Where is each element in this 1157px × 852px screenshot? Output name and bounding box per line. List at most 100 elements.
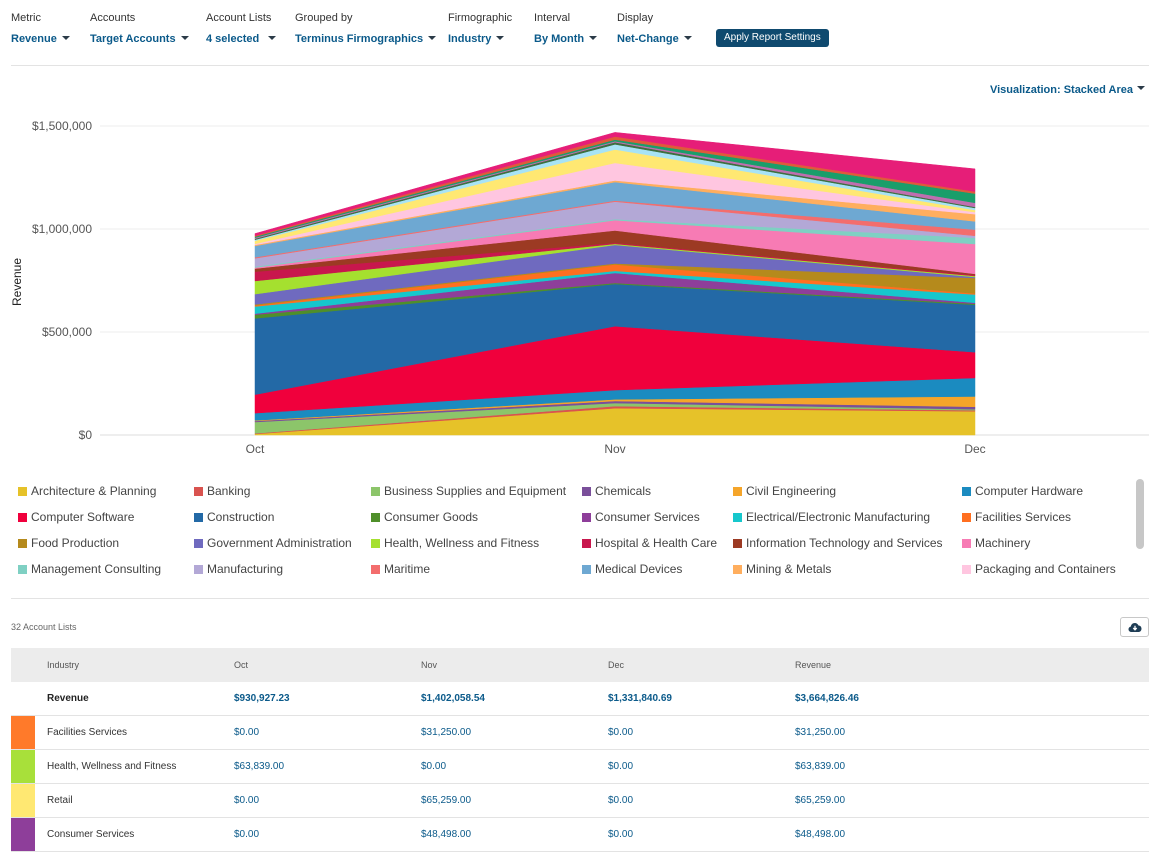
table-row[interactable]: Health, Wellness and Fitness $63,839.00 … [11, 750, 1149, 784]
row-total-value[interactable]: $65,259.00 [795, 795, 846, 806]
legend-swatch [194, 538, 203, 548]
legend-item[interactable]: Mining & Metals [733, 561, 962, 577]
legend-label: Management Consulting [31, 562, 162, 576]
row-nov-value[interactable]: $0.00 [421, 761, 447, 772]
filter-value: Net-Change [617, 33, 679, 45]
table-row[interactable]: Retail $0.00 $65,259.00 $0.00 $65,259.00 [11, 784, 1149, 818]
legend-item[interactable]: Architecture & Planning [18, 483, 194, 499]
row-oct-value[interactable]: $63,839.00 [234, 761, 285, 772]
row-oct-value[interactable]: $0.00 [234, 795, 260, 806]
legend-swatch [962, 512, 971, 522]
row-oct-value[interactable]: $0.00 [234, 727, 260, 738]
legend-item[interactable]: Hospital & Health Care [582, 535, 733, 551]
column-header-oct[interactable]: Oct [234, 660, 249, 670]
legend-item[interactable]: Consumer Goods [371, 509, 582, 525]
total-oct: $930,927.23 [234, 693, 290, 704]
column-header-revenue[interactable]: Revenue [795, 660, 832, 670]
legend-item[interactable]: Business Supplies and Equipment [371, 483, 582, 499]
table-row[interactable]: Facilities Services $0.00 $31,250.00 $0.… [11, 716, 1149, 750]
firmographic-dropdown[interactable]: Industry [448, 33, 505, 45]
legend-label: Hospital & Health Care [595, 536, 718, 550]
legend-label: Computer Hardware [975, 484, 1084, 498]
legend-item[interactable]: Facilities Services [962, 509, 1128, 525]
row-industry: Retail [47, 795, 73, 806]
filter-metric: Metric Revenue [11, 12, 70, 47]
legend-swatch [18, 538, 27, 548]
legend-swatch [962, 486, 971, 496]
legend-swatch [18, 564, 27, 574]
column-header-nov[interactable]: Nov [421, 660, 438, 670]
legend-item[interactable]: Computer Software [18, 509, 194, 525]
legend-label: Consumer Services [595, 510, 700, 524]
filter-value: Terminus Firmographics [295, 33, 424, 45]
legend-item[interactable]: Construction [194, 509, 371, 525]
row-total-value[interactable]: $31,250.00 [795, 727, 846, 738]
visualization-dropdown[interactable]: Visualization: Stacked Area [990, 84, 1145, 96]
table-row[interactable]: Consumer Services $0.00 $48,498.00 $0.00… [11, 818, 1149, 852]
metric-dropdown[interactable]: Revenue [11, 33, 70, 45]
legend-item[interactable]: Computer Hardware [962, 483, 1128, 499]
row-dec-value[interactable]: $0.00 [608, 829, 634, 840]
column-header-industry[interactable]: Industry [47, 660, 80, 670]
legend-item[interactable]: Machinery [962, 535, 1128, 551]
legend-swatch [733, 564, 742, 574]
legend-item[interactable]: Electrical/Electronic Manufacturing [733, 509, 962, 525]
legend-swatch [371, 512, 380, 522]
legend-label: Computer Software [31, 510, 135, 524]
legend-item[interactable]: Civil Engineering [733, 483, 962, 499]
row-dec-value[interactable]: $0.00 [608, 795, 634, 806]
grouped-by-dropdown[interactable]: Terminus Firmographics [295, 33, 437, 45]
row-nov-value[interactable]: $48,498.00 [421, 829, 472, 840]
legend-item[interactable]: Packaging and Containers [962, 561, 1128, 577]
apply-report-settings-button[interactable]: Apply Report Settings [716, 29, 829, 47]
row-dec-value[interactable]: $0.00 [608, 761, 634, 772]
filter-label: Metric [11, 12, 41, 24]
legend-label: Mining & Metals [746, 562, 832, 576]
legend-label: Construction [207, 510, 275, 524]
filter-label: Accounts [90, 12, 136, 24]
row-nov-value[interactable]: $65,259.00 [421, 795, 472, 806]
legend-item[interactable]: Medical Devices [582, 561, 733, 577]
legend-item[interactable]: Banking [194, 483, 371, 499]
legend-swatch [733, 538, 742, 548]
total-dec: $1,331,840.69 [608, 693, 672, 704]
legend-item[interactable]: Maritime [371, 561, 582, 577]
legend-label: Civil Engineering [746, 484, 837, 498]
stacked-area-chart: $0$500,000$1,000,000$1,500,000RevenueArc… [10, 119, 1149, 456]
legend-swatch [18, 486, 27, 496]
total-label: Revenue [47, 693, 89, 704]
display-dropdown[interactable]: Net-Change [617, 33, 692, 45]
legend-item[interactable]: Consumer Services [582, 509, 733, 525]
row-nov-value[interactable]: $31,250.00 [421, 727, 472, 738]
row-industry: Consumer Services [47, 829, 135, 840]
legend-label: Food Production [31, 536, 120, 550]
column-header-dec[interactable]: Dec [608, 660, 625, 670]
row-total-value[interactable]: $63,839.00 [795, 761, 846, 772]
row-oct-value[interactable]: $0.00 [234, 829, 260, 840]
legend-item[interactable]: Management Consulting [18, 561, 194, 577]
interval-dropdown[interactable]: By Month [534, 33, 598, 45]
row-total-value[interactable]: $48,498.00 [795, 829, 846, 840]
caret-down-icon [1137, 86, 1145, 91]
filter-display: Display Net-Change [617, 12, 692, 47]
account-lists-dropdown[interactable]: 4 selected [206, 33, 277, 45]
legend-item[interactable]: Food Production [18, 535, 194, 551]
row-dec-value[interactable]: $0.00 [608, 727, 634, 738]
download-button[interactable] [1120, 617, 1149, 637]
total-nov: $1,402,058.54 [421, 693, 485, 704]
filter-value: Target Accounts [90, 33, 176, 45]
row-color-swatch [11, 750, 35, 783]
y-tick-label: $1,500,000 [32, 119, 92, 133]
legend-item[interactable]: Chemicals [582, 483, 733, 499]
row-color-swatch [11, 818, 35, 851]
legend-item[interactable]: Health, Wellness and Fitness [371, 535, 582, 551]
legend-scrollbar[interactable] [1136, 479, 1144, 549]
legend-item[interactable]: Manufacturing [194, 561, 371, 577]
legend-item[interactable]: Government Administration [194, 535, 371, 551]
accounts-dropdown[interactable]: Target Accounts [90, 33, 189, 45]
legend-swatch [371, 538, 380, 548]
legend-swatch [962, 538, 971, 548]
divider [11, 598, 1149, 599]
legend-item[interactable]: Information Technology and Services [733, 535, 962, 551]
legend-swatch [194, 486, 203, 496]
